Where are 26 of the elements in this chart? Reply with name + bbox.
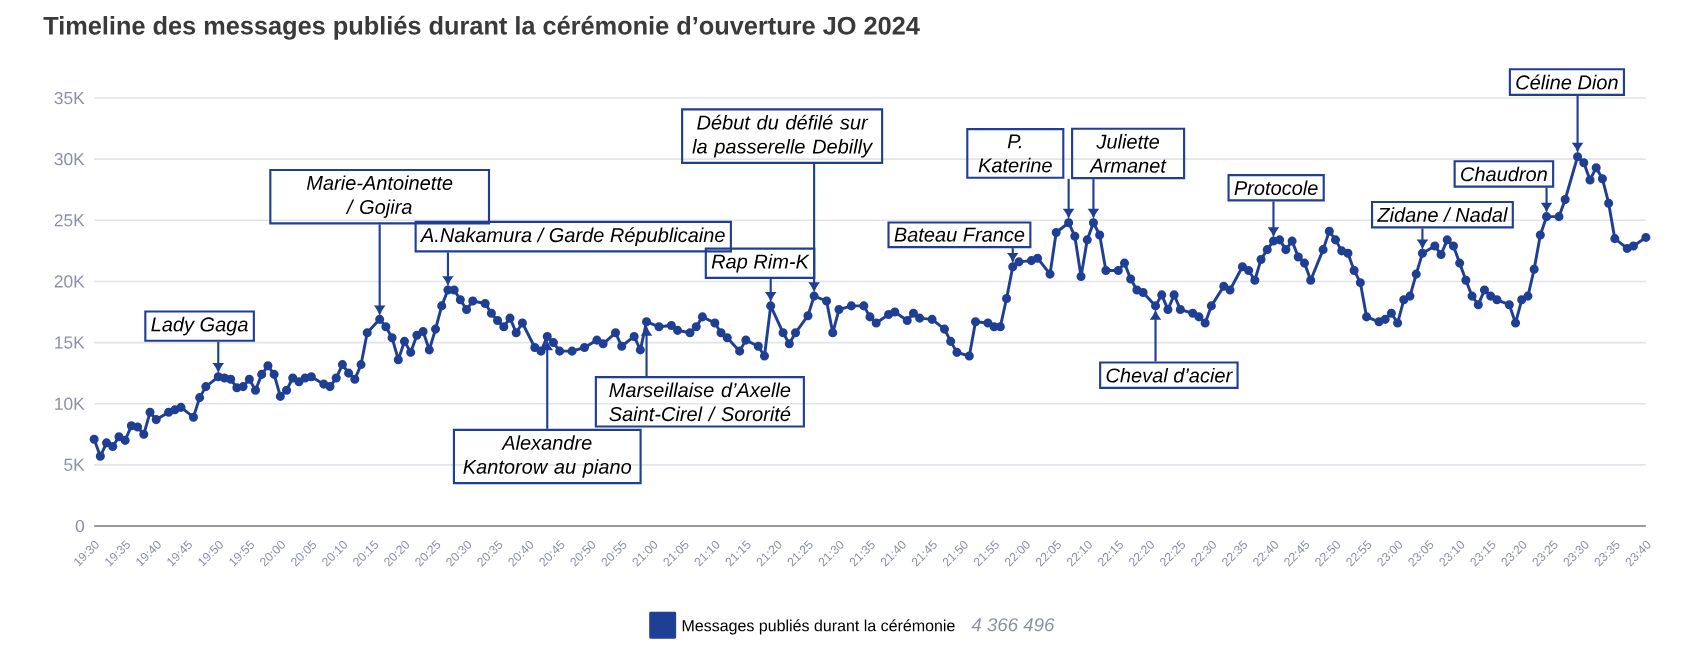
y-tick-label: 35K <box>54 91 85 105</box>
y-tick-label: 5K <box>64 458 85 471</box>
annotation: Rap Rim-K <box>711 253 810 273</box>
y-tick-label: 20K <box>54 275 85 288</box>
y-tick-label: 25K <box>54 214 85 227</box>
chart-title: Timeline des messages publiés durant la cérémonie d’ouverture JO 2024 <box>43 15 920 40</box>
y-tick-label: 30K <box>54 153 85 166</box>
annotation: Chaudron <box>1461 166 1547 182</box>
y-tick-label: 10K <box>55 397 85 410</box>
legend-label: Messages publiés durant la cérémonie <box>682 619 955 635</box>
annotation: Céline Dion <box>1516 74 1618 90</box>
annotation: Marie-Antoinette / Gojira <box>306 175 453 218</box>
annotation: Marseillaise d’Axelle Saint-Cirel / Sororité <box>609 382 791 422</box>
y-tick-label: 15K <box>55 336 85 349</box>
annotation: Juliette Armanet <box>1089 134 1167 173</box>
annotation: A.Nakamura / Garde Républicaine <box>419 227 725 247</box>
annotation: Lady Gaga <box>151 316 248 336</box>
text: 4 366 496 <box>971 618 1055 632</box>
annotation: P. Katerine <box>978 134 1052 173</box>
annotation: Bateau France <box>894 227 1025 242</box>
annotation: Alexandre Kantorow au piano <box>463 435 632 478</box>
annotation: Zidane / Nadal <box>1377 207 1508 222</box>
annotation: Début du défilé sur la passerelle Debilly <box>692 114 874 158</box>
annotation: Cheval d’acier <box>1106 367 1233 383</box>
y-tick-label: 0 <box>75 519 85 533</box>
annotation: Protocole <box>1234 180 1318 196</box>
